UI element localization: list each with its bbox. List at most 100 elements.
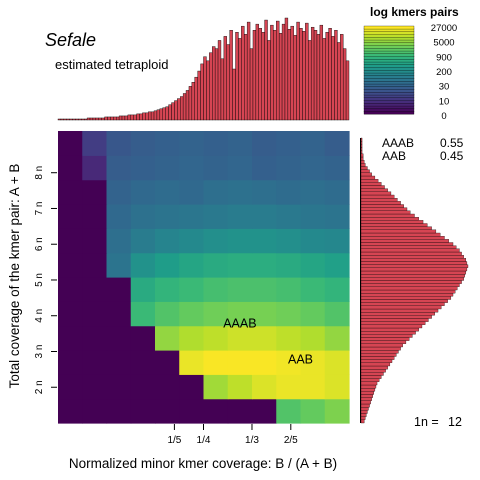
chart-title: Sefale <box>45 30 96 50</box>
legend-label: 200 <box>436 67 452 78</box>
top-histogram-bar <box>69 118 73 121</box>
heatmap-cell <box>58 204 83 229</box>
top-histogram-bar <box>270 24 274 121</box>
heatmap-cell <box>227 277 253 302</box>
legend-swatch <box>363 89 415 93</box>
right-histogram-bar <box>360 365 388 370</box>
right-histogram-bar <box>360 299 448 303</box>
top-histogram-bar <box>182 93 187 121</box>
legend-swatch <box>363 64 415 68</box>
heatmap-cell <box>82 301 108 327</box>
heatmap-cells <box>58 131 350 424</box>
heatmap-cell <box>227 179 253 205</box>
right-histogram-bar <box>360 226 432 230</box>
right-histogram-bar <box>360 375 382 379</box>
top-histogram-bar <box>89 117 94 121</box>
right-histogram-bar <box>360 334 413 338</box>
legend-swatch <box>363 105 415 109</box>
chart-subtitle: estimated tetraploid <box>55 57 168 72</box>
heatmap-cell <box>58 228 83 254</box>
x-tick-label: 1/4 <box>197 435 211 446</box>
heatmap-cell <box>82 131 108 156</box>
top-histogram-bar <box>276 20 280 121</box>
top-histogram-bar <box>345 60 350 121</box>
right-histogram-bar <box>360 248 460 253</box>
top-histogram-bar <box>261 32 265 121</box>
right-histogram-bar <box>360 321 426 325</box>
heatmap-cell <box>227 398 253 424</box>
top-histogram-bar <box>171 102 175 121</box>
heatmap-cell <box>58 277 83 302</box>
heatmap-cell <box>155 374 180 400</box>
top-histogram-bar <box>194 76 198 121</box>
right-histogram-bar <box>360 302 445 306</box>
top-histogram-bar <box>101 117 105 121</box>
legend-swatch <box>363 28 415 32</box>
legend-swatch <box>363 78 415 82</box>
top-histogram-bar <box>302 31 306 121</box>
legend-swatch <box>363 47 415 52</box>
heatmap-cell <box>130 228 156 254</box>
heatmap-cell <box>179 155 205 181</box>
right-histogram-bar <box>360 258 467 262</box>
top-histogram-bar <box>86 117 91 121</box>
x-tick-label: 2/5 <box>284 435 298 446</box>
heatmap-cell <box>252 301 277 327</box>
heatmap-cell <box>324 374 350 400</box>
top-histogram-bar <box>220 58 225 121</box>
heatmap-cell <box>82 155 108 181</box>
heatmap-cell <box>82 179 108 205</box>
y-tick-label: 6 n <box>34 237 45 251</box>
right-histogram-bar <box>360 407 369 411</box>
heatmap-cell <box>130 398 156 424</box>
right-histogram-bar <box>360 346 401 351</box>
top-histogram-bar <box>66 118 70 121</box>
right-histogram-bar <box>360 315 432 319</box>
heatmap-cell <box>300 325 326 351</box>
top-histogram-bar <box>60 118 65 121</box>
top-histogram-bar <box>104 116 108 121</box>
heatmap-cell <box>155 398 180 424</box>
top-histogram-bar <box>78 118 82 121</box>
top-histogram-bar <box>267 40 271 121</box>
heatmap-cell <box>58 398 83 424</box>
top-histogram-bar <box>209 52 213 121</box>
top-histogram-bar <box>296 21 300 121</box>
top-histogram-bar <box>293 35 297 121</box>
heatmap-cell <box>227 350 253 375</box>
top-histogram-bar <box>284 17 289 121</box>
heatmap-cell <box>155 252 180 278</box>
heatmap-cell <box>155 204 180 229</box>
peak-label: AAB <box>288 352 313 366</box>
heatmap-cell <box>58 350 83 375</box>
heatmap-cell <box>300 277 326 302</box>
heatmap-cell <box>324 179 350 205</box>
heatmap-cell <box>106 350 132 375</box>
legend-swatch <box>363 39 415 43</box>
heatmap-cell <box>252 204 277 229</box>
legend-swatch <box>363 86 415 90</box>
right-histogram-bar <box>360 270 467 275</box>
heatmap-cell <box>252 228 277 254</box>
heatmap-cell <box>227 374 253 400</box>
heatmap-cell <box>179 277 205 302</box>
heatmap-cell <box>276 155 302 181</box>
heatmap-cell <box>179 204 205 229</box>
right-histogram-bar <box>360 381 378 386</box>
heatmap-cell <box>300 131 326 156</box>
top-histogram-bar <box>264 19 268 121</box>
heatmap-cell <box>106 374 132 400</box>
top-histogram-bar <box>174 100 178 121</box>
heatmap-cell <box>106 155 132 181</box>
top-histogram-bar <box>136 113 140 121</box>
legend-swatch <box>363 25 415 30</box>
top-histogram-bar <box>305 22 309 121</box>
right-histogram-bar <box>360 413 367 417</box>
legend-swatch <box>363 31 415 35</box>
heatmap-cell <box>203 131 229 156</box>
heatmap-cell <box>130 301 156 327</box>
heatmap-cell <box>203 277 229 302</box>
heatmap-cell <box>324 252 350 278</box>
top-histogram-bar <box>325 32 329 121</box>
heatmap-cell <box>179 228 205 254</box>
